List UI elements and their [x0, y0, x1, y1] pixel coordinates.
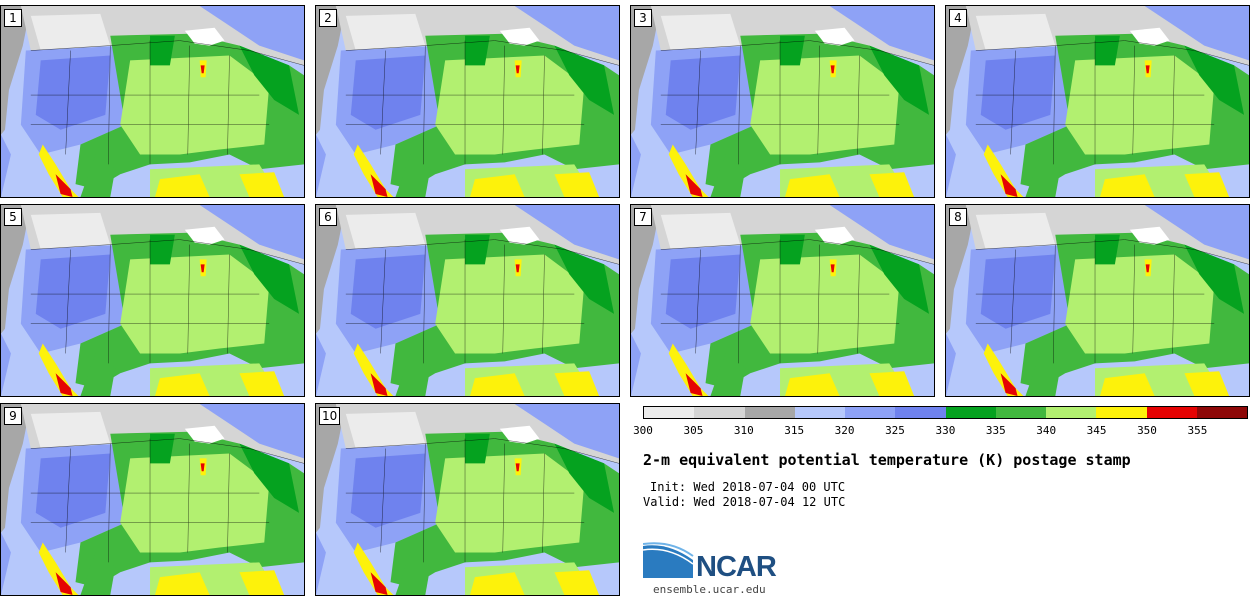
colorbar-tick-label: 305 [683, 424, 704, 437]
colorbar-tick-label: 335 [985, 424, 1006, 437]
colorbar-tick-label: 325 [885, 424, 905, 437]
map-panel: 3 [630, 5, 935, 198]
ensemble-member-map [316, 205, 619, 396]
colorbar-swatch [1146, 407, 1197, 418]
colorbar-swatch [1096, 407, 1147, 418]
member-label: 8 [949, 208, 967, 226]
colorbar-tick-label: 315 [784, 424, 805, 437]
colorbar-tick-label: 355 [1187, 424, 1208, 437]
map-panel: 8 [945, 204, 1250, 397]
init-time: Init: Wed 2018-07-04 00 UTC [650, 480, 846, 494]
map-panel: 9 [0, 403, 305, 596]
valid-time: Valid: Wed 2018-07-04 12 UTC [643, 495, 846, 509]
colorbar-swatch [744, 407, 795, 418]
ensemble-member-map [1, 6, 304, 197]
ensemble-member-map [946, 6, 1249, 197]
colorbar-swatch [794, 407, 845, 418]
colorbar [643, 406, 1248, 419]
member-label: 3 [634, 9, 652, 27]
map-panel: 6 [315, 204, 620, 397]
colorbar-swatch [945, 407, 996, 418]
figure-title: 2-m equivalent potential temperature (K)… [643, 451, 1131, 469]
colorbar-tick-label: 350 [1137, 424, 1157, 437]
member-label: 10 [319, 407, 341, 425]
ncar-logo-icon [643, 542, 694, 578]
map-panel: 2 [315, 5, 620, 198]
ensemble-member-map [316, 6, 619, 197]
colorbar-swatch [1196, 407, 1247, 418]
member-label: 7 [634, 208, 652, 226]
map-panel: 1 [0, 5, 305, 198]
colorbar-tick-label: 310 [733, 424, 754, 437]
map-panel: 4 [945, 5, 1250, 198]
colorbar-swatch [694, 407, 745, 418]
ensemble-member-map [1, 404, 304, 595]
member-label: 1 [4, 9, 22, 27]
map-panel: 7 [630, 204, 935, 397]
member-label: 2 [319, 9, 337, 27]
colorbar-tick-label: 345 [1086, 424, 1107, 437]
member-label: 5 [4, 208, 22, 226]
colorbar-swatch [1046, 407, 1097, 418]
ensemble-member-map [631, 6, 934, 197]
colorbar-tick-label: 320 [834, 424, 855, 437]
map-panel: 10 [315, 403, 620, 596]
ncar-wordmark: NCAR [696, 551, 777, 583]
member-label: 4 [949, 9, 967, 27]
colorbar-tick-label: 340 [1036, 424, 1057, 437]
member-label: 9 [4, 407, 22, 425]
ensemble-member-map [316, 404, 619, 595]
map-panel: 5 [0, 204, 305, 397]
colorbar-swatch [895, 407, 946, 418]
colorbar-tick-label: 330 [935, 424, 956, 437]
site-url: ensemble.ucar.edu [653, 583, 766, 596]
colorbar-swatch [845, 407, 896, 418]
member-label: 6 [319, 208, 337, 226]
ensemble-member-map [946, 205, 1249, 396]
colorbar-tick-label: 300 [633, 424, 653, 437]
ensemble-member-map [1, 205, 304, 396]
colorbar-swatch [644, 407, 695, 418]
ensemble-member-map [631, 205, 934, 396]
colorbar-swatch [995, 407, 1046, 418]
